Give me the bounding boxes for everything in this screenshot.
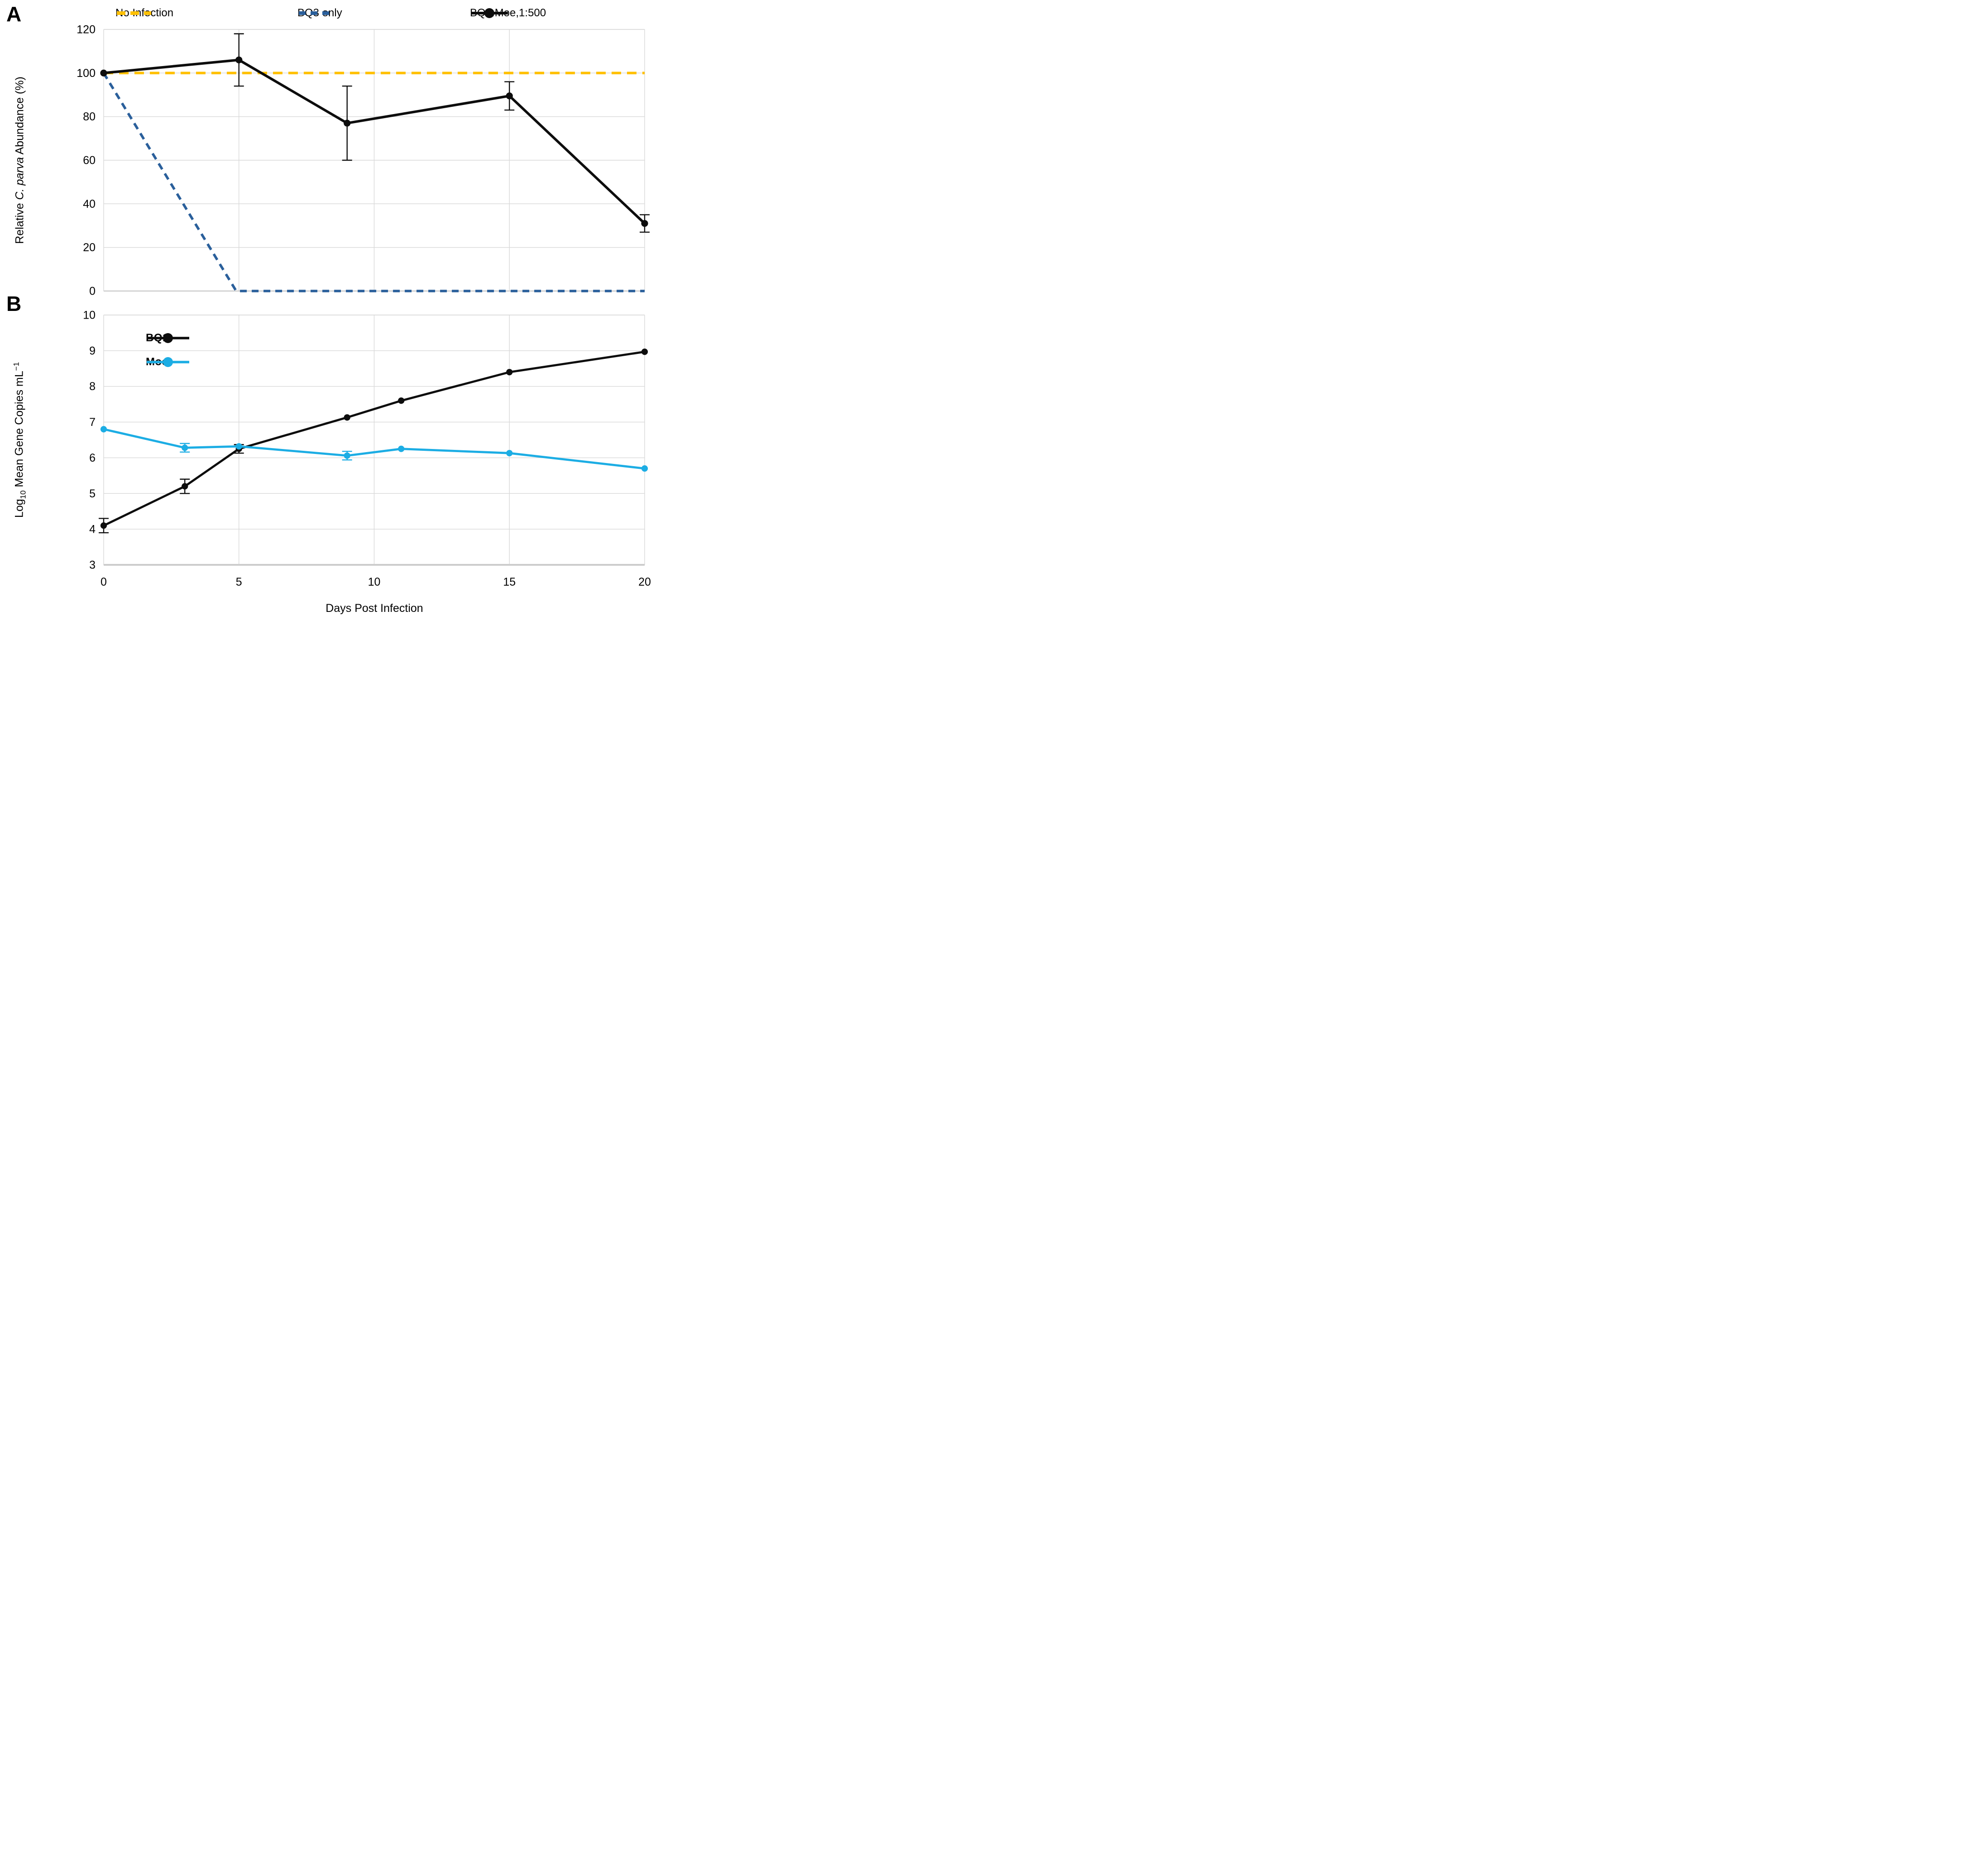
y-tick-label: 7	[89, 416, 96, 429]
y-tick-label: 8	[89, 380, 96, 393]
y-tick-label: 60	[83, 154, 96, 167]
data-point-Moe	[506, 450, 513, 457]
data-point-Moe	[100, 426, 107, 433]
data-point-BQ1:Moe,1:500	[641, 220, 648, 227]
series-line-BQ3 only	[102, 72, 645, 292]
data-point-BQ1	[344, 414, 350, 421]
data-point-Moe	[182, 444, 188, 451]
y-tick-label: 9	[89, 344, 96, 357]
y-tick-label: 4	[89, 523, 96, 536]
moe-legend-marker	[163, 357, 173, 367]
bq1-moe-line-swatch-icon	[471, 8, 508, 18]
x-tick-label: 20	[638, 576, 651, 588]
bq1-legend-marker	[163, 333, 173, 343]
data-point-Moe	[344, 452, 350, 459]
data-point-Moe	[641, 465, 648, 472]
panel-b-letter: B	[6, 292, 22, 315]
data-point-BQ1:Moe,1:500	[235, 56, 243, 64]
y-tick-label: 120	[77, 24, 96, 36]
legend-item-bq1: BQ1	[146, 332, 189, 344]
panel-a-letter: A	[6, 2, 22, 26]
legend-item-bq3-only: BQ3 only	[297, 5, 342, 21]
data-point-BQ1	[506, 369, 513, 376]
no-infection-dash-swatch-icon	[117, 11, 151, 15]
data-point-BQ1:Moe,1:500	[506, 92, 513, 100]
y-tick-label: 0	[89, 285, 96, 298]
panel-b-chart: 3 4 5 6 7 8 9 10 0 5 10 15 20	[83, 309, 651, 589]
legend-item-bq1-moe: BQ1:Moe,1:500	[470, 5, 546, 21]
y-tick-label: 80	[83, 110, 96, 123]
y-tick-label: 20	[83, 241, 96, 254]
y-tick-label: 3	[89, 559, 96, 572]
y-tick-label: 10	[83, 309, 96, 322]
y-tick-label: 100	[77, 67, 96, 80]
data-point-BQ1	[398, 397, 405, 404]
data-point-BQ1	[100, 522, 107, 529]
two-panel-line-figure: A B No Infection BQ3 only BQ1:Moe,1:500 …	[0, 0, 654, 625]
x-tick-label: 5	[236, 576, 242, 588]
bq1-swatch-icon	[147, 333, 189, 343]
data-point-Moe	[398, 445, 405, 452]
bq3-dash-swatch-icon	[299, 11, 329, 15]
y-tick-label: 40	[83, 198, 96, 210]
x-tick-label: 0	[100, 576, 107, 588]
panel-a-chart: 0 20 40 60 80 100 120	[77, 24, 650, 298]
y-tick-label: 5	[89, 487, 96, 500]
legend-item-no-infection: No Infection	[115, 5, 173, 21]
data-point-BQ1	[641, 348, 648, 355]
y-tick-label: 6	[89, 452, 96, 464]
moe-swatch-icon	[147, 357, 189, 367]
legend-item-moe: Moe	[146, 356, 189, 368]
x-tick-label: 15	[503, 576, 516, 588]
data-point-BQ1:Moe,1:500	[100, 69, 107, 76]
bq1-moe-legend-marker	[484, 8, 494, 18]
data-point-BQ1	[182, 483, 188, 490]
x-tick-label: 10	[368, 576, 381, 588]
data-point-Moe	[235, 443, 242, 450]
x-axis-title: Days Post Infection	[325, 602, 423, 615]
data-point-BQ1:Moe,1:500	[344, 119, 351, 127]
